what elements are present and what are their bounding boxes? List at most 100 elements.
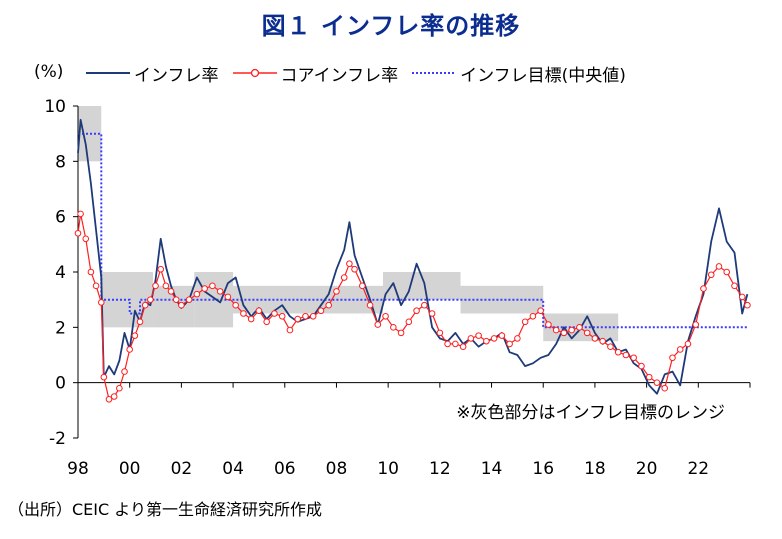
core-point	[240, 310, 247, 317]
x-tick-label: 18	[584, 459, 606, 479]
core-point	[152, 282, 159, 290]
core-point	[157, 265, 165, 273]
core-point	[405, 318, 413, 326]
core-point	[382, 312, 389, 320]
core-point	[475, 332, 482, 339]
core-point	[374, 321, 382, 328]
core-point	[105, 395, 113, 403]
core-point	[498, 332, 506, 339]
x-tick-label: 12	[429, 459, 451, 479]
core-point	[684, 340, 692, 348]
series-line-target	[78, 132, 748, 329]
core-point	[325, 301, 333, 309]
core-point	[413, 307, 420, 315]
core-point	[645, 373, 653, 381]
core-point	[82, 235, 90, 243]
core-point	[286, 326, 294, 334]
x-tick-label: 16	[532, 459, 554, 479]
legend-label-inflation: インフレ率	[134, 65, 219, 86]
y-tick-label: 4	[55, 263, 66, 283]
core-point	[278, 312, 286, 320]
core-point	[552, 326, 560, 334]
core-point	[490, 335, 498, 342]
x-tick-label: 02	[171, 459, 193, 479]
core-point	[141, 301, 149, 309]
core-point	[390, 324, 397, 331]
core-point	[302, 312, 309, 320]
core-point	[452, 340, 459, 348]
core-point	[92, 282, 100, 290]
x-tick-label: 08	[326, 459, 348, 479]
core-point	[201, 285, 208, 292]
core-point	[185, 296, 193, 303]
core-point	[100, 373, 108, 381]
y-tick-label: -2	[49, 429, 66, 449]
core-point	[147, 296, 154, 303]
core-point	[224, 293, 232, 301]
core-point	[193, 290, 201, 298]
core-point	[560, 329, 568, 337]
core-point	[622, 351, 630, 359]
core-point	[87, 268, 95, 276]
legend-item-inflation: インフレ率	[86, 61, 219, 86]
core-point	[136, 318, 144, 326]
x-tick-label: 00	[119, 459, 141, 479]
core-point	[537, 307, 544, 315]
core-point	[583, 329, 591, 337]
core-point	[294, 315, 301, 323]
core-point	[110, 393, 118, 400]
core-point	[167, 288, 175, 295]
core-point	[421, 301, 428, 309]
core-point	[340, 274, 348, 281]
core-point	[715, 263, 723, 270]
legend-swatch-marker-icon	[232, 68, 277, 78]
y-tick-label: 0	[55, 374, 66, 394]
y-tick-label: 10	[44, 97, 66, 117]
core-point	[661, 384, 669, 392]
legend-item-target: インフレ目標(中央値)	[412, 61, 626, 86]
core-point	[126, 346, 133, 353]
x-tick-label: 04	[222, 459, 244, 479]
core-point	[397, 329, 405, 337]
core-point	[351, 265, 358, 273]
core-point	[247, 315, 255, 323]
core-point	[521, 318, 529, 326]
core-point	[131, 332, 139, 339]
core-point	[744, 301, 751, 309]
core-point	[545, 321, 552, 328]
core-point	[309, 312, 317, 320]
core-point	[599, 337, 606, 345]
core-point	[676, 346, 684, 353]
core-point	[731, 282, 738, 290]
core-point	[178, 301, 185, 309]
source-note: （出所）CEIC より第一生命経済研究所作成	[8, 500, 322, 519]
core-point	[263, 318, 270, 326]
core-point	[700, 285, 707, 292]
core-point	[483, 337, 490, 345]
core-point	[614, 348, 622, 356]
core-point	[162, 282, 170, 290]
x-tick-label: 06	[274, 459, 296, 479]
series-line-inflation	[77, 118, 749, 395]
legend-swatch-dotted-icon	[412, 72, 457, 74]
legend-label-core: コアインフレ率	[280, 65, 399, 86]
core-point	[436, 329, 444, 337]
core-point	[529, 312, 537, 320]
core-point	[209, 282, 216, 290]
core-point	[607, 343, 614, 351]
core-point	[116, 384, 123, 392]
core-point	[653, 379, 661, 386]
legend-item-core: コアインフレ率	[232, 61, 399, 86]
core-point	[428, 310, 436, 317]
y-tick-label: 2	[55, 318, 66, 338]
x-tick-label: 20	[636, 459, 658, 479]
target-range-band	[78, 106, 102, 162]
core-point	[97, 299, 105, 306]
core-point	[359, 282, 366, 290]
core-point	[576, 324, 583, 331]
legend-label-target: インフレ目標(中央値)	[460, 65, 626, 86]
core-point	[333, 288, 340, 295]
chart-legend: インフレ率 コアインフレ率 インフレ目標(中央値)	[86, 60, 640, 86]
core-point	[723, 268, 731, 276]
